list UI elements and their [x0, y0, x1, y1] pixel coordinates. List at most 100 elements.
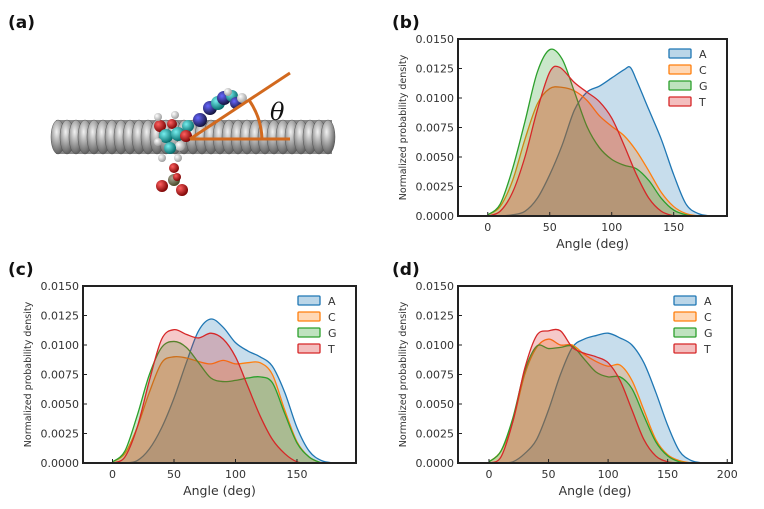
y-tick-label: 0.0075 [416, 122, 455, 135]
panel-label-c: (c) [8, 260, 34, 280]
density-area-A [124, 318, 334, 463]
legend-swatch-T [668, 96, 692, 107]
hydrogen-atom [174, 154, 182, 162]
angle-line-molecule [189, 71, 291, 141]
density-line-A [124, 318, 334, 463]
y-tick-label: 0.0100 [416, 339, 455, 352]
hydrogen-atom [237, 93, 247, 103]
density-line-C [487, 86, 699, 216]
hydrogen-atom [154, 113, 162, 121]
y-tick-label: 0.0100 [41, 339, 80, 352]
atom [164, 142, 176, 154]
density-area-T [112, 329, 310, 463]
x-tick-label: 50 [542, 468, 556, 481]
y-tick-label: 0.0075 [41, 369, 80, 382]
atom [182, 120, 194, 132]
x-tick-label: 0 [109, 468, 116, 481]
legend-label-G: G [328, 327, 337, 340]
density-line-A [487, 66, 712, 216]
x-tick-label: 150 [663, 221, 684, 234]
y-axis-label: Normalized probability density [23, 301, 34, 447]
x-tick-label: 150 [657, 468, 678, 481]
atom [193, 113, 207, 127]
hydrogen-atom [175, 141, 185, 151]
chart-panel-c: 0.0000 0.0025 0.0050 0.0075 0.0100 0.0125 0.01… [23, 280, 357, 498]
legend-label-A: A [704, 295, 712, 308]
x-axis-label: Angle (deg) [183, 483, 256, 498]
legend-label-A: A [699, 48, 707, 61]
x-axis-label: Angle (deg) [559, 483, 632, 498]
y-tick-label: 0.0000 [41, 457, 80, 470]
y-tick-label: 0.0150 [416, 33, 455, 46]
plot-area [487, 48, 712, 216]
legend-swatch-G [668, 80, 692, 91]
x-tick-label: 50 [167, 468, 181, 481]
atom [176, 184, 188, 196]
density-area-C [112, 356, 322, 463]
y-axis-label: Normalized probability density [398, 301, 409, 447]
legend-label-C: C [328, 311, 336, 324]
y-tick-label: 0.0125 [416, 310, 455, 323]
atom [156, 180, 168, 192]
legend-label-C: C [704, 311, 712, 324]
density-line-T [112, 328, 310, 463]
chart-panel-d: 0.0000 0.0025 0.0050 0.0075 0.0100 0.0125 0.01… [398, 280, 738, 498]
y-tick-label: 0.0100 [416, 92, 455, 105]
density-area-T [487, 66, 674, 216]
legend-label-T: T [327, 343, 335, 356]
y-tick-label: 0.0050 [416, 151, 455, 164]
x-tick-label: 0 [484, 221, 491, 234]
atom [154, 120, 166, 132]
y-tick-label: 0.0025 [41, 428, 80, 441]
density-line-T [488, 328, 680, 463]
x-tick-label: 100 [601, 221, 622, 234]
density-area-G [487, 49, 699, 216]
panel-label-d: (d) [392, 260, 420, 280]
y-axis-label: Normalized probability density [398, 54, 409, 200]
hydrogen-atom [158, 154, 166, 162]
molecule-schematic: θ [50, 71, 336, 196]
y-tick-label: 0.0000 [416, 457, 455, 470]
atom [169, 163, 179, 173]
legend-label-G: G [704, 327, 713, 340]
plot-area [488, 328, 704, 463]
x-tick-label: 100 [225, 468, 246, 481]
y-tick-label: 0.0025 [416, 428, 455, 441]
hydrogen-atom [171, 111, 179, 119]
x-tick-label: 150 [286, 468, 307, 481]
y-tick-label: 0.0000 [416, 210, 455, 223]
density-area-C [487, 86, 699, 216]
legend-swatch-C [673, 311, 697, 322]
legend-swatch-A [673, 295, 697, 306]
chart-panel-b: 0.0000 0.0025 0.0050 0.0075 0.0100 0.0125 0.01… [398, 33, 728, 251]
x-tick-label: 0 [485, 468, 492, 481]
x-tick-label: 100 [598, 468, 619, 481]
nanotube [50, 119, 336, 155]
density-area-G [112, 341, 322, 463]
legend-label-T: T [703, 343, 711, 356]
legend-swatch-A [297, 295, 321, 306]
legend-swatch-T [673, 343, 697, 354]
legend-swatch-G [297, 327, 321, 338]
nucleotide-atoms [154, 88, 247, 196]
density-area-A [487, 66, 711, 216]
density-line-G [487, 48, 699, 216]
theta-label: θ [270, 98, 285, 126]
legend-label-C: C [699, 64, 707, 77]
legend-swatch-G [673, 327, 697, 338]
atom [167, 119, 177, 129]
y-tick-label: 0.0150 [41, 280, 80, 293]
density-area-A [500, 333, 704, 463]
nanotube-ring [320, 119, 336, 155]
y-tick-label: 0.0125 [41, 310, 80, 323]
atom [173, 173, 181, 181]
legend-label-A: A [328, 295, 336, 308]
legend-label-T: T [698, 96, 706, 109]
angle-arc [247, 99, 264, 140]
density-area-T [488, 329, 680, 463]
panel-label-b: (b) [392, 13, 420, 33]
